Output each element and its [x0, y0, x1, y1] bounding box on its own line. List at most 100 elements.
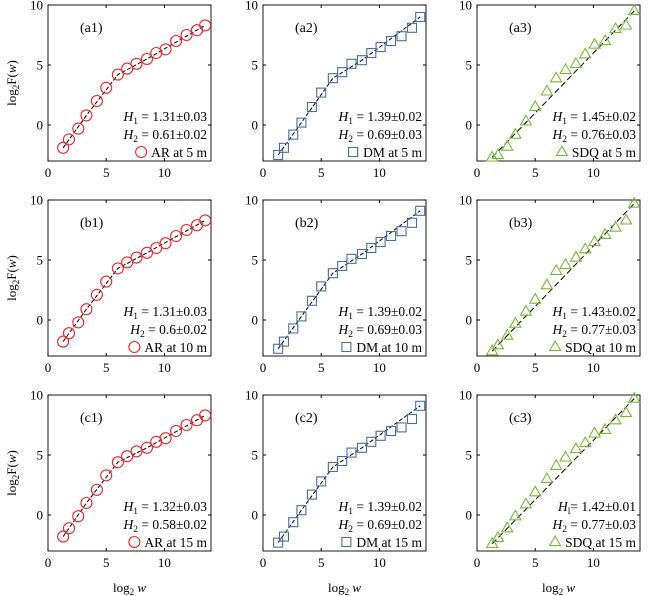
y-tick-label: 10 [30, 388, 43, 403]
data-point [485, 150, 499, 162]
h2-annotation: H2 = 0.6±0.02 [129, 322, 207, 340]
data-point [327, 73, 338, 84]
h2-annotation: H2 = 0.58±0.02 [122, 517, 207, 535]
y-tick-label: 5 [466, 253, 473, 268]
data-point [508, 127, 522, 139]
x-tick-label: 10 [587, 360, 600, 375]
legend-label: SDQ at 10 m [565, 340, 636, 355]
legend-label: DM at 5 m [363, 145, 422, 160]
legend-label: AR at 10 m [144, 340, 207, 355]
panel-label: (a3) [509, 21, 532, 36]
data-point [500, 139, 514, 151]
fit-line [62, 24, 206, 149]
x-tick-label: 5 [532, 165, 539, 180]
data-point [619, 406, 633, 418]
data-point [140, 52, 154, 66]
data-point [337, 260, 348, 272]
axes-box [47, 4, 212, 162]
axes-box [476, 4, 641, 162]
data-point [90, 483, 103, 496]
y-tick-label: 5 [252, 448, 259, 463]
data-point [199, 19, 212, 32]
data-point [62, 327, 76, 340]
legend-marker [128, 340, 141, 354]
data-point [598, 34, 612, 46]
data-point [609, 22, 623, 34]
data-point [356, 248, 368, 260]
data-point [80, 496, 93, 510]
data-point [180, 418, 193, 432]
y-tick-label: 0 [252, 508, 259, 523]
data-point [199, 214, 212, 227]
data-point [375, 430, 386, 441]
data-point [296, 117, 307, 128]
y-tick-label: 10 [245, 0, 258, 13]
y-tick-label: 10 [459, 193, 472, 208]
h2-annotation: H2 = 0.69±0.03 [337, 322, 422, 340]
x-axis-label: log2 w [328, 580, 361, 596]
y-tick-label: 5 [252, 58, 259, 73]
h2-annotation: H2 = 0.61±0.02 [122, 127, 207, 145]
data-point [386, 230, 397, 242]
legend-label: SDQ at 5 m [572, 145, 637, 160]
data-point [130, 445, 143, 458]
x-tick-label: 0 [45, 555, 52, 570]
y-tick-label: 0 [466, 118, 473, 133]
x-tick-label: 10 [373, 165, 386, 180]
data-point [356, 442, 368, 453]
data-point [316, 281, 327, 292]
data-point [528, 292, 542, 304]
data-point [619, 213, 633, 225]
data-point [278, 531, 290, 542]
data-point [528, 100, 542, 112]
x-tick-label: 5 [103, 555, 110, 570]
x-tick-label: 10 [158, 360, 171, 375]
data-point [337, 67, 348, 78]
panel-label: (c3) [509, 411, 532, 426]
axes-box [476, 394, 641, 552]
x-tick-label: 5 [103, 165, 110, 180]
legend-marker [135, 145, 148, 159]
data-point [588, 37, 602, 49]
data-point [549, 71, 563, 83]
data-point [159, 432, 172, 445]
x-tick-label: 5 [318, 165, 325, 180]
data-point [485, 344, 499, 356]
data-point [588, 235, 602, 247]
data-point [273, 343, 284, 354]
data-point [366, 436, 377, 447]
data-point [366, 47, 377, 59]
x-tick-label: 0 [260, 165, 267, 180]
panel-label: (c1) [80, 411, 103, 426]
y-tick-label: 10 [30, 193, 43, 208]
legend-label: DM at 15 m [356, 535, 422, 550]
y-tick-label: 5 [37, 253, 44, 268]
data-point [549, 458, 563, 470]
h1-annotation: H1 = 1.39±0.02 [337, 499, 422, 517]
x-tick-label: 5 [103, 360, 110, 375]
y-tick-label: 5 [466, 448, 473, 463]
data-point [327, 268, 338, 279]
data-point [306, 489, 317, 500]
y-tick-label: 5 [37, 448, 44, 463]
fit-line [62, 414, 206, 537]
data-point [619, 18, 633, 30]
fit-line [491, 203, 635, 352]
data-point [306, 295, 317, 306]
data-point [415, 11, 426, 23]
axes-box [262, 199, 427, 357]
data-point [278, 336, 290, 347]
h1-annotation: H1 = 1.32±0.03 [122, 499, 207, 517]
data-point [337, 455, 348, 467]
fit-line [277, 16, 421, 156]
data-point [386, 425, 397, 437]
data-point [57, 335, 70, 348]
data-point [375, 236, 386, 248]
x-tick-label: 0 [474, 165, 481, 180]
x-tick-label: 0 [260, 360, 267, 375]
fit-line [62, 219, 206, 342]
